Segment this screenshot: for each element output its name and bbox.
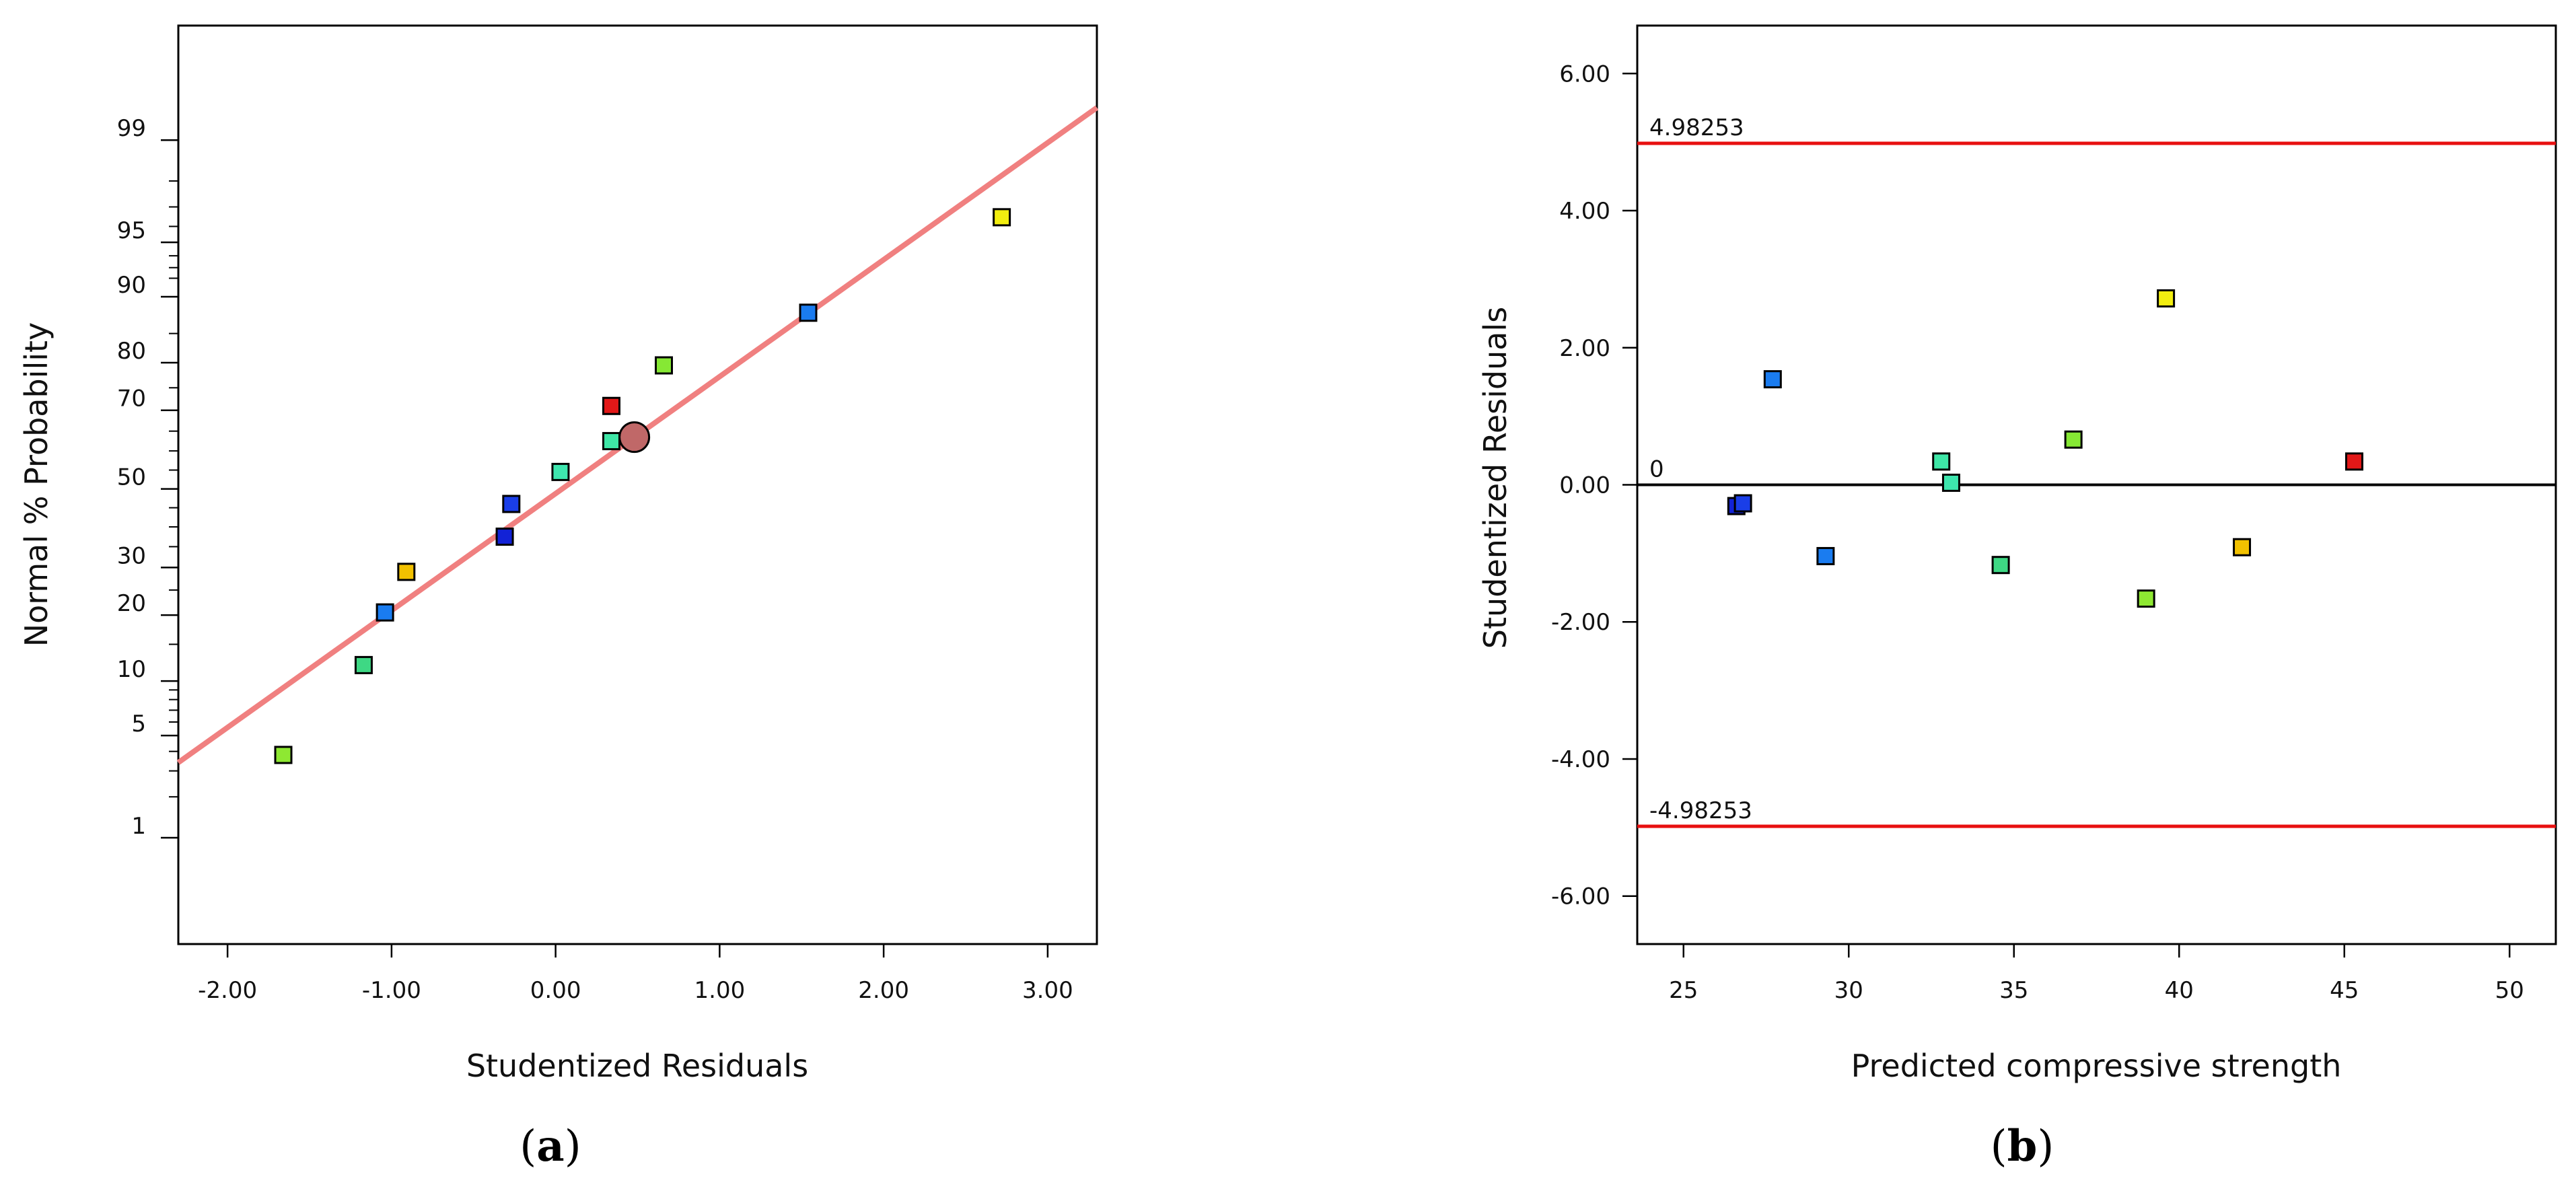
panel-b-point [1733,494,1752,513]
panel-a-point [495,528,514,546]
panel-b-point [2064,430,2083,449]
panel-b-point [2157,289,2176,308]
panel-b-x-tick-label: 35 [1999,977,2028,1004]
panel-b-point [2233,538,2252,556]
panel-a-point [655,356,673,375]
panel-a-x-tick-label: -2.00 [198,977,257,1004]
panel-a-label-letter: a [536,1121,564,1171]
panel-a-y-tick-label: 5 [131,711,146,737]
panel-b-reference-label: 0 [1649,456,1664,483]
panel-a-x-tick-label: 2.00 [858,977,909,1004]
panel-b-x-tick-label: 50 [2495,977,2524,1004]
panel-a-normal-probability-plot: 1 5 10 20 30 50 70 80 90 95 99 -2.00 -1.00 0.00 1.00 2… [18,24,1099,1171]
panel-a-x-axis-title: Studentized Residuals [466,1048,808,1084]
panel-b-point [1763,370,1782,389]
panel-a-plot-frame [177,24,1098,945]
panel-b-y-axis: 6.00 4.00 2.00 0.00 -2.00 -4.00 -6.00 [1551,61,1637,910]
panel-b-label: (b) [1991,1121,2054,1171]
panel-b-point [1932,452,1951,471]
panel-b-reference-label: 4.98253 [1649,114,1744,141]
panel-a-point [274,746,293,764]
panel-b-point [2137,589,2155,608]
panel-a-label-close: ) [565,1122,581,1171]
panel-a-point [551,462,570,481]
panel-b-point [1941,473,1960,492]
panel-b-x-tick-label: 25 [1669,977,1698,1004]
panel-b-point [1991,556,2010,575]
panel-b-point [2345,452,2363,471]
panel-b-points-layer [1727,289,2363,608]
panel-a-y-tick-label: 80 [117,338,146,365]
panel-a-highlight-point [618,421,651,454]
panel-a-x-tick-label: 1.00 [694,977,746,1004]
panel-b-y-tick-label: -6.00 [1551,883,1610,910]
panel-b-x-tick-label: 30 [1834,977,1863,1004]
panel-b-y-tick-label: 2.00 [1559,335,1610,362]
panel-a-y-tick-label: 50 [117,464,146,491]
panel-b-reference-label: -4.98253 [1649,797,1752,824]
panel-a-y-tick-label: 30 [117,542,146,569]
panel-a-y-tick-label: 90 [117,272,146,299]
panel-b-y-axis-title: Studentized Residuals [1477,307,1513,649]
panel-a-label: (a) [520,1121,581,1171]
panel-a-x-tick-label: -1.00 [362,977,421,1004]
panel-b-y-tick-label: 4.00 [1559,198,1610,225]
panel-b-label-close: ) [2037,1122,2054,1171]
panel-a-y-tick-label: 20 [117,590,146,617]
panel-a-point [602,432,620,451]
panel-b-x-tick-label: 45 [2330,977,2359,1004]
panel-b-label-letter: b [2007,1121,2038,1171]
panel-a-y-tick-label: 95 [117,217,146,244]
panel-b-y-tick-label: -4.00 [1551,746,1610,773]
panel-b-x-axis-title: Predicted compressive strength [1851,1048,2342,1084]
panel-a-point [993,208,1011,227]
panel-b-y-tick-label: 0.00 [1559,472,1610,499]
panel-a-point [354,655,373,674]
panel-b-residuals-vs-predicted-plot: 6.00 4.00 2.00 0.00 -2.00 -4.00 -6.00 25 30 35 40… [1477,24,2557,1171]
panel-a-point [397,563,416,581]
panel-b-reference-lines: 4.98253 0 -4.98253 [1637,114,2556,828]
panel-a-point [602,396,620,415]
panel-a-y-tick-label: 70 [117,386,146,412]
panel-b-point [1816,546,1835,565]
panel-a-point [502,495,521,513]
panel-a-point [375,603,394,622]
panel-a-x-axis: -2.00 -1.00 0.00 1.00 2.00 3.00 [198,944,1073,1004]
panel-a-x-tick-label: 3.00 [1022,977,1073,1004]
panel-a-y-tick-label: 1 [131,813,146,840]
panel-a-label-open: ( [520,1122,536,1171]
panel-b-x-axis: 25 30 35 40 45 50 [1669,944,2524,1004]
panel-a-points-layer [274,208,1011,764]
panel-a-y-axis-title: Normal % Probability [18,322,55,647]
panel-a-x-tick-label: 0.00 [530,977,581,1004]
panel-a-y-tick-label: 99 [117,115,146,142]
panel-a-y-tick-label: 10 [117,656,146,683]
panel-b-label-open: ( [1991,1122,2007,1171]
panel-b-y-tick-label: 6.00 [1559,61,1610,87]
panel-b-y-tick-label: -2.00 [1551,609,1610,636]
panel-a-y-axis: 1 5 10 20 30 50 70 80 90 95 99 [117,115,178,840]
panel-a-point [799,303,818,322]
panel-b-x-tick-label: 40 [2165,977,2194,1004]
